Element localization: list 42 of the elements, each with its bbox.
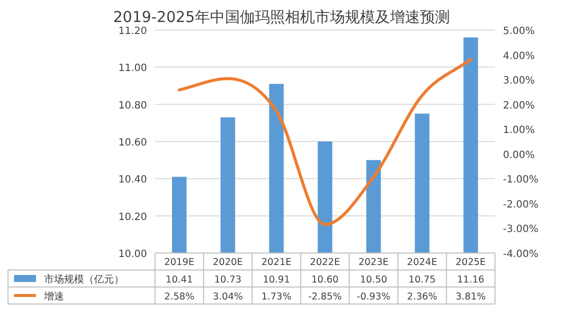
chart-title: 2019-2025年中国伽玛照相机市场规模及增速预测 (113, 8, 450, 26)
data-label: 11.16 (457, 274, 484, 286)
y2-tick-label: 4.00% (503, 50, 535, 62)
legend-label: 增速 (43, 290, 64, 302)
y-tick-label: 10.40 (118, 174, 147, 186)
y-tick-label: 10.00 (118, 249, 147, 260)
y2-tick-label: 0.00% (503, 150, 535, 161)
y2-tick-label: 5.00% (503, 26, 535, 37)
y-tick-label: 10.20 (118, 212, 147, 223)
data-label: 2.36% (407, 292, 438, 302)
data-label: 1.73% (261, 292, 292, 302)
data-label: 10.60 (311, 274, 339, 286)
data-label: -0.93% (356, 292, 390, 302)
y2-tick-label: 2.00% (503, 100, 535, 112)
x-tick-label: 2025E (456, 257, 486, 268)
y2-tick-label: -4.00% (503, 249, 538, 260)
y2-tick-label: -1.00% (503, 174, 538, 186)
y2-tick-label: 3.00% (503, 76, 535, 87)
y2-tick-label: -3.00% (503, 224, 538, 236)
data-label: 10.75 (408, 274, 436, 286)
data-label: 10.50 (360, 274, 388, 286)
data-label: 10.91 (262, 274, 290, 286)
data-label: 3.81% (456, 292, 486, 302)
line-series (178, 58, 472, 226)
x-tick-label: 2019E (164, 257, 194, 268)
data-label: 3.04% (212, 292, 243, 302)
y-tick-label: 10.80 (118, 100, 147, 112)
x-tick-label: 2021E (261, 257, 292, 268)
y2-tick-label: -2.00% (503, 199, 538, 210)
y2-tick-label: 1.00% (503, 125, 535, 136)
y-tick-label: 11.00 (118, 63, 147, 74)
data-label: -2.85% (308, 292, 342, 302)
x-tick-label: 2022E (310, 257, 340, 268)
data-label: 10.73 (214, 274, 242, 286)
y-tick-label: 10.60 (118, 138, 147, 148)
x-tick-label: 2023E (358, 257, 389, 268)
data-label: 2.58% (164, 292, 194, 302)
x-tick-label: 2024E (407, 257, 438, 268)
x-tick-label: 2020E (212, 257, 243, 268)
legend-label: 市场规模（亿元） (44, 274, 124, 286)
y-tick-label: 11.20 (118, 26, 147, 37)
data-label: 10.41 (166, 274, 193, 286)
